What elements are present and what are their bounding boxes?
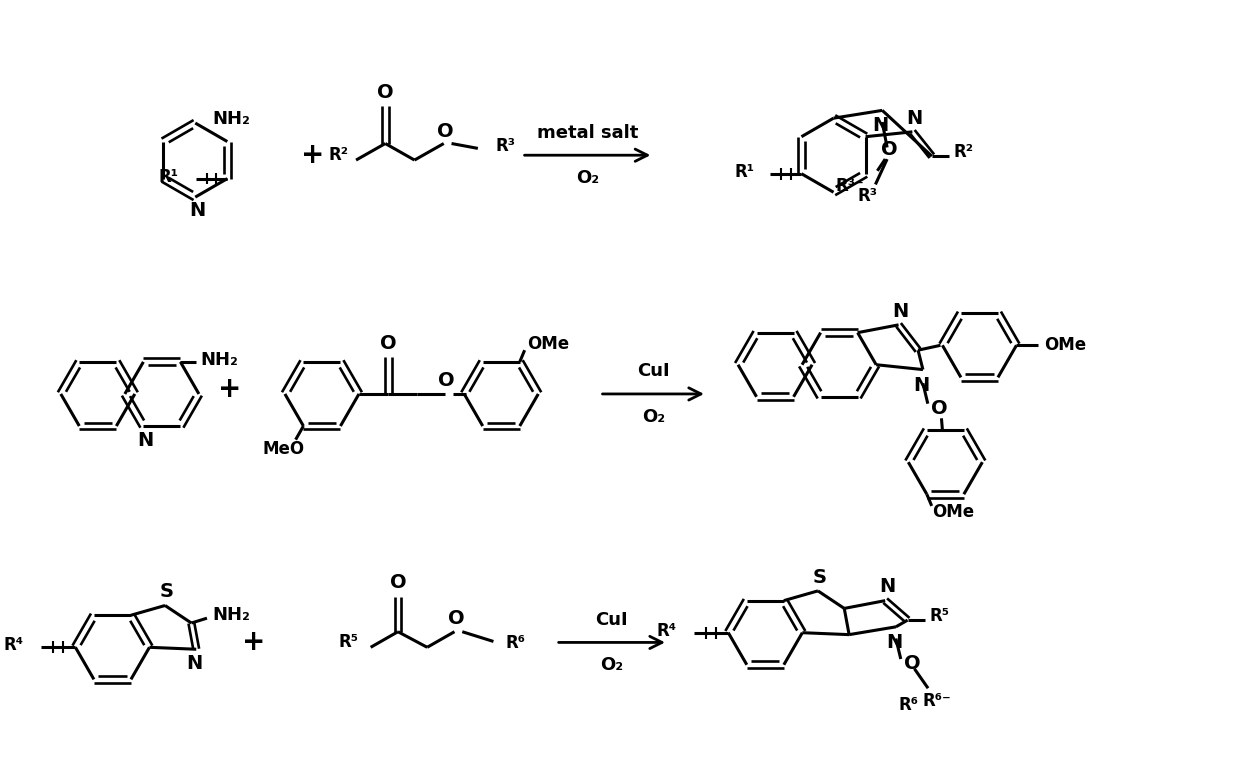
Text: N: N [906,109,923,128]
Text: O: O [438,122,454,141]
Text: O: O [880,140,898,159]
Text: OMe: OMe [527,336,569,354]
Text: O: O [389,573,407,593]
Text: N: N [186,655,202,673]
Text: O: O [931,399,947,418]
Text: N: N [872,117,888,136]
Text: O₂: O₂ [641,408,665,426]
Text: +: + [300,141,324,169]
Text: O₂: O₂ [575,169,599,187]
Text: R⁵: R⁵ [929,608,949,625]
Text: N: N [893,302,909,321]
Text: S: S [813,568,827,586]
Text: NH₂: NH₂ [213,111,250,128]
Text: R³: R³ [858,187,878,205]
Text: O: O [904,655,921,673]
Text: N: N [913,376,929,394]
Text: R³⁻: R³⁻ [836,177,864,195]
Text: N: N [188,201,206,220]
Text: O: O [377,83,393,103]
Text: R³: R³ [496,137,516,155]
Text: R⁵: R⁵ [339,633,358,652]
Text: N: N [138,431,154,450]
Text: +: + [242,629,265,656]
Text: O₂: O₂ [600,656,624,674]
Text: CuI: CuI [595,611,629,629]
Text: R¹: R¹ [159,168,179,186]
Text: R²: R² [954,143,973,162]
Text: N: N [879,578,895,597]
Text: O: O [439,371,455,390]
Text: R⁴: R⁴ [656,622,677,640]
Text: O: O [448,608,465,627]
Text: R⁶: R⁶ [899,695,919,713]
Text: metal salt: metal salt [537,124,639,142]
Text: O: O [379,334,397,353]
Text: N: N [885,633,901,652]
Text: R²: R² [329,146,348,164]
Text: OMe: OMe [931,503,973,521]
Text: R⁶: R⁶ [505,634,526,652]
Text: NH₂: NH₂ [213,606,250,624]
Text: R¹: R¹ [734,163,755,181]
Text: MeO: MeO [263,440,304,458]
Text: CuI: CuI [637,362,670,380]
Text: R⁴: R⁴ [4,637,24,655]
Text: NH₂: NH₂ [200,351,238,369]
Text: R⁶⁻: R⁶⁻ [923,692,951,710]
Text: S: S [160,583,174,601]
Text: +: + [218,375,241,403]
Text: OMe: OMe [1044,336,1086,354]
